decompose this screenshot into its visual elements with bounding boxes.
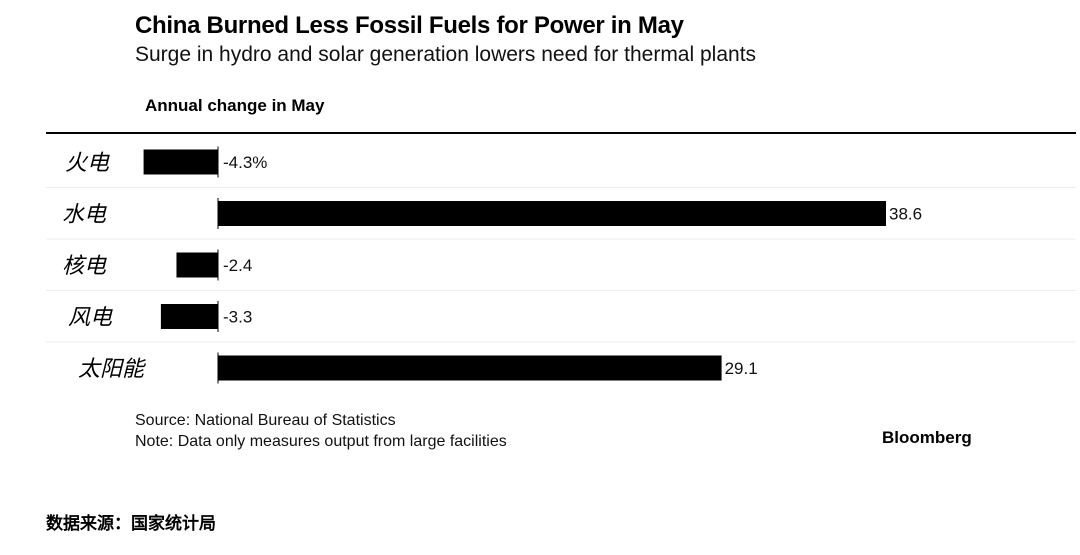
axis-title: Annual change in May — [145, 96, 325, 115]
value-label: -2.4 — [223, 256, 252, 275]
note-line: Note: Data only measures output from lar… — [135, 433, 507, 450]
chart-title: China Burned Less Fossil Fuels for Power… — [135, 12, 684, 39]
bar-0 — [143, 149, 218, 175]
value-label: 29.1 — [725, 359, 758, 378]
category-label: 风电 — [68, 306, 113, 331]
category-label: 水电 — [62, 203, 107, 228]
chart-subtitle: Surge in hydro and solar generation lowe… — [135, 43, 757, 66]
bar-1 — [218, 201, 886, 226]
bar-2 — [176, 252, 218, 278]
category-label: 火电 — [65, 151, 110, 176]
bar-4 — [218, 355, 722, 381]
bar-3 — [160, 304, 218, 329]
value-label: -4.3% — [223, 153, 267, 172]
footer-source: 数据来源：国家统计局 — [46, 514, 216, 534]
source-line: Source: National Bureau of Statistics — [135, 412, 396, 429]
source-notes: Source: National Bureau of Statistics No… — [135, 410, 507, 452]
top-rule — [46, 132, 1076, 134]
value-label: 38.6 — [889, 205, 922, 224]
category-label: 太阳能 — [78, 357, 147, 382]
bloomberg-logo: Bloomberg — [882, 428, 972, 447]
value-label: -3.3 — [223, 308, 252, 327]
category-label: 核电 — [62, 254, 107, 279]
